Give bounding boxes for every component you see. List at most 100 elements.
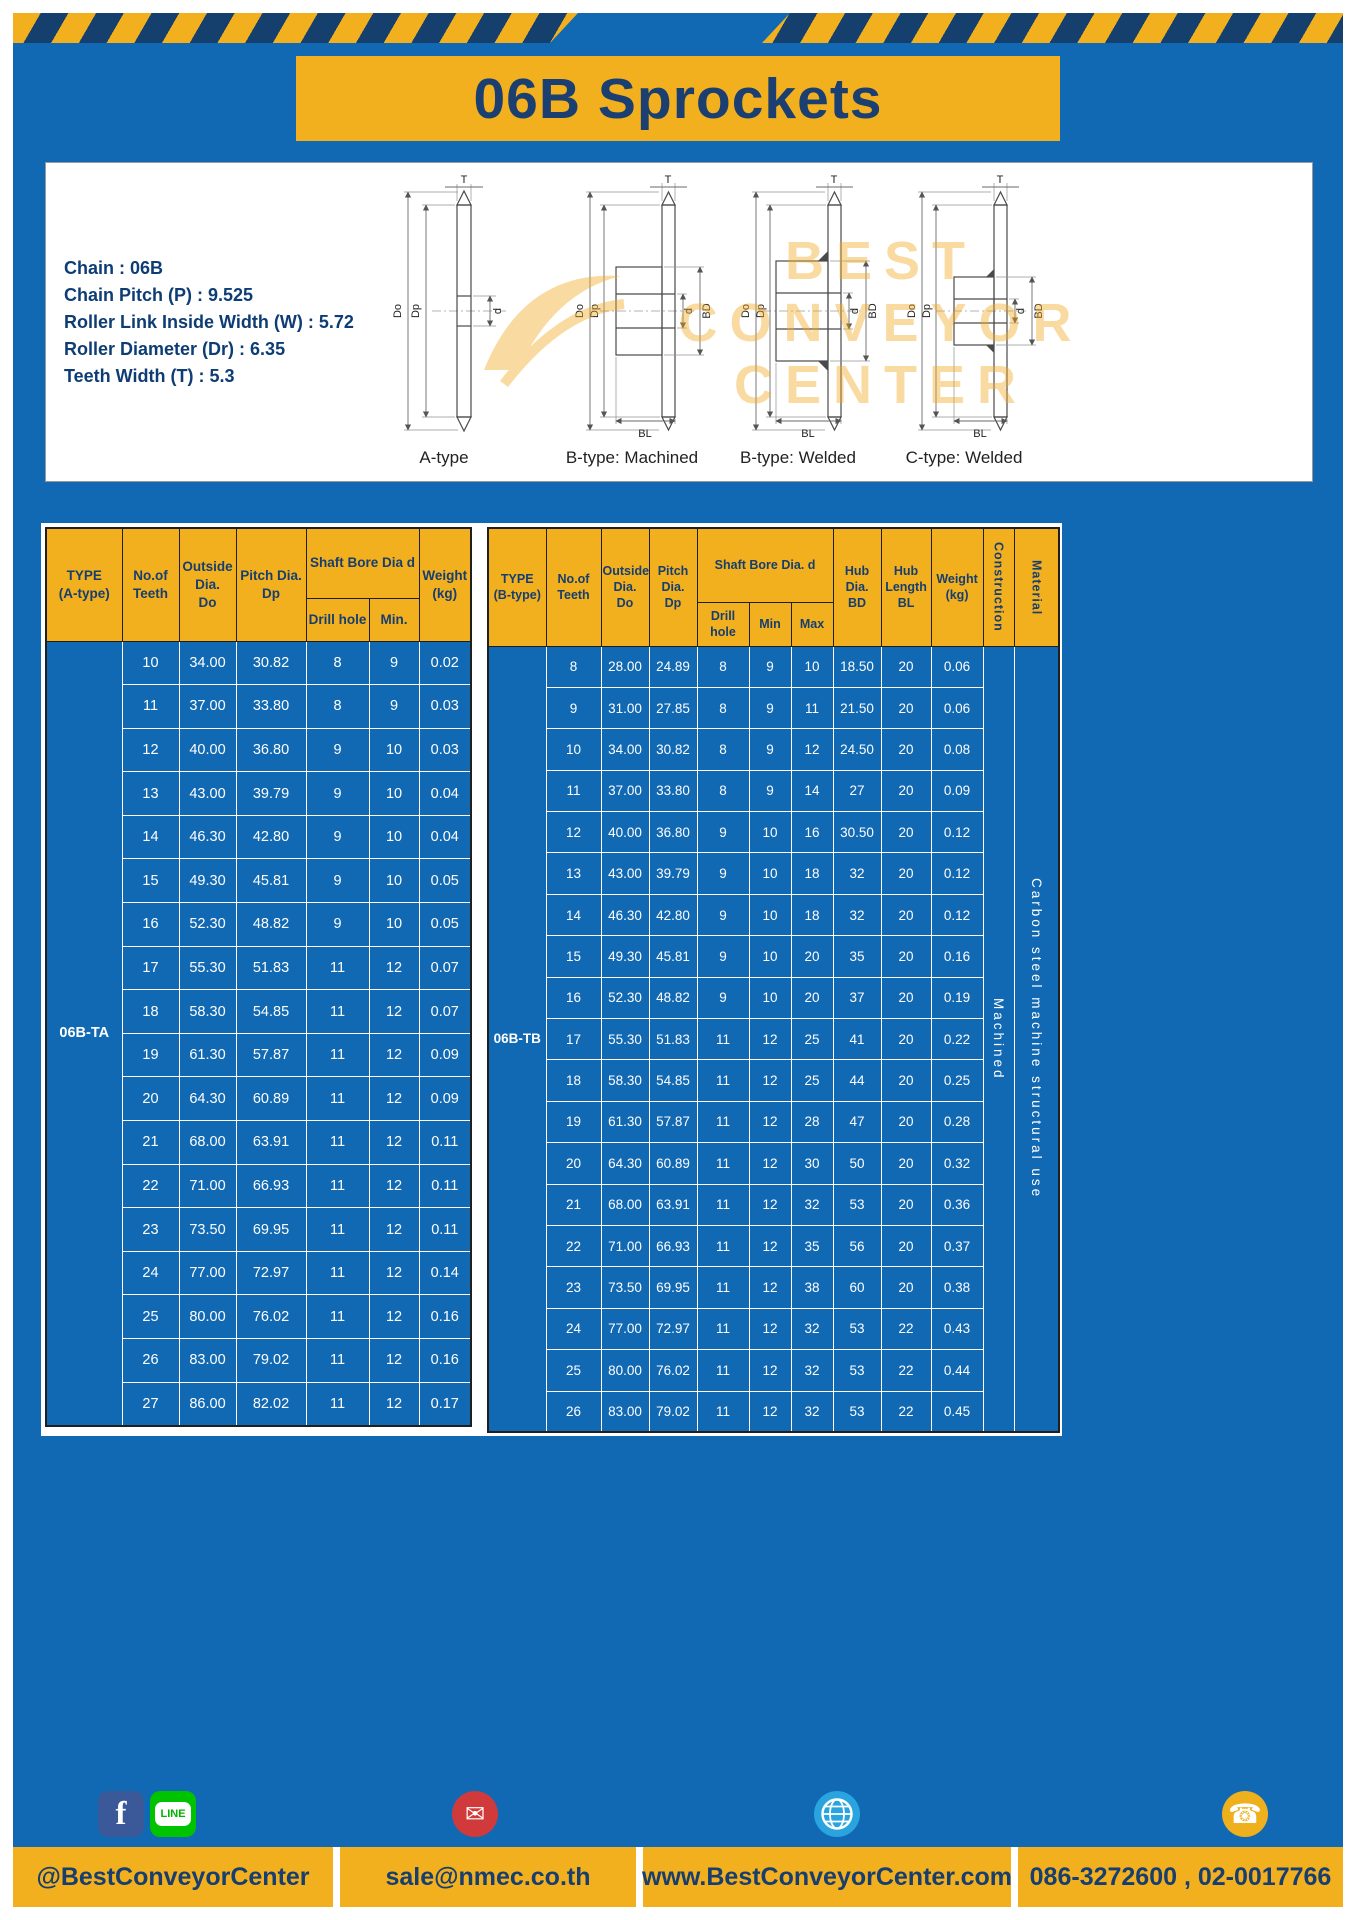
data-cell: 49.30 [178,858,237,904]
data-cell: 19 [121,1032,180,1078]
phone-glyph: ☎ [1228,1798,1262,1829]
data-cell: 9 [305,771,370,816]
data-cell: 31.00 [600,686,650,730]
sprocket-table-b: TYPE (B-type) No.of Teeth Outside Dia. D… [487,527,1061,1434]
data-cell: 20 [790,935,834,978]
data-cell: 12 [748,1018,792,1061]
data-cell: 9 [696,852,750,895]
spec-line: Chain : 06B [64,255,354,282]
data-cell: 12 [368,945,420,991]
line-bubble: LINE [155,1802,191,1826]
data-cell: 9 [545,686,602,730]
data-cell: 20 [880,1018,932,1061]
data-cell: 12 [368,1076,420,1122]
dim-label-t: T [461,175,468,186]
data-cell: 16 [790,811,834,854]
data-cell: 0.45 [930,1390,984,1433]
data-cell: 12 [748,1224,792,1268]
data-cell: 0.03 [418,727,472,773]
data-cell: 10 [545,728,602,771]
spec-label: Teeth Width (T) [64,366,194,386]
data-cell: 0.09 [418,1076,472,1122]
table-a-body: 06B-TA 10 34.00 30.82 8 9 0.02 11 37.00 33.80 8 9 0.… [45,640,472,1427]
data-cell: 34.00 [178,640,237,686]
data-cell: 12 [368,1338,420,1383]
data-cell: 10 [368,858,420,904]
data-cell: 12 [368,1032,420,1078]
data-cell: 0.11 [418,1207,472,1252]
data-cell: 55.30 [178,945,237,991]
data-cell: 0.44 [930,1349,984,1392]
figure-caption: B-type: Machined [565,448,699,467]
dim-label-bd: BD [867,303,879,318]
data-cell: 8 [696,645,750,688]
data-cell: 26 [545,1390,602,1433]
data-cell: 13 [121,771,180,816]
header-hub-length: Hub Length BL [880,527,932,647]
type-cell: 06B-TA [45,640,123,1427]
data-cell: 76.02 [235,1294,307,1339]
data-cell: 58.30 [600,1059,650,1102]
table-row: 26 83.00 79.02 11 12 0.16 [46,1338,472,1383]
data-cell: 12 [748,1100,792,1144]
data-cell: 12 [748,1266,792,1309]
data-cell: 73.50 [600,1266,650,1309]
table-row: 13 43.00 39.79 9 10 18 32 20 0.12 [488,852,1059,895]
sprocket-b-machined-drawing: T Do Dp d BD BL [574,175,713,440]
footer-phone-label: 086-3272600 , 02-0017766 [1029,1862,1332,1891]
header-max: Max [790,601,834,647]
dim-label-do: Do [906,304,918,318]
data-cell: 11 [696,1307,750,1351]
data-cell: 22 [880,1307,932,1351]
dim-label-dp: Dp [755,304,767,318]
sprocket-b-welded-drawing: T Do Dp d BD BL [740,175,879,440]
table-row: 11 37.00 33.80 8 9 0.03 [46,684,472,729]
data-cell: 0.25 [930,1059,984,1102]
footer-social-segment: @BestConveyorCenter [13,1847,333,1907]
data-cell: 0.08 [930,728,984,771]
data-cell: 14 [545,893,602,937]
data-cell: 11 [696,1349,750,1392]
data-cell: 22 [545,1224,602,1268]
data-cell: 11 [696,1183,750,1226]
data-cell: 18 [121,989,180,1034]
spec-diagram-panel: Chain : 06B Chain Pitch (P) : 9.525 Roller… [45,162,1313,482]
data-cell: 0.07 [418,989,472,1034]
data-cell: 20 [880,645,932,688]
data-cell: 12 [748,1059,792,1102]
data-cell: 22 [880,1349,932,1392]
data-cell: 20 [880,1183,932,1226]
data-cell: 0.22 [930,1018,984,1061]
table-row: 22 71.00 66.93 11 12 0.11 [46,1163,472,1209]
data-cell: 0.11 [418,1120,472,1165]
spec-label: Roller Diameter (Dr) [64,339,235,359]
data-cell: 0.12 [930,811,984,854]
sprocket-a-drawing: T Do Dp d [392,175,506,433]
footer-icons: f LINE ✉ ☎ [0,1791,1356,1841]
data-cell: 0.04 [418,771,472,816]
data-cell: 8 [696,728,750,771]
table-row: 11 37.00 33.80 8 9 14 27 20 0.09 [488,769,1059,813]
data-cell: 43.00 [600,852,650,895]
data-cell: 9 [748,728,792,771]
data-cell: 80.00 [178,1294,237,1339]
data-cell: 11 [305,1076,370,1122]
email-icon: ✉ [452,1791,498,1837]
data-cell: 72.97 [648,1307,698,1351]
dim-label-bl: BL [638,428,651,440]
data-cell: 0.12 [930,893,984,937]
data-cell: 12 [748,1183,792,1226]
material-cell: Carbon steel machine structural use [1013,645,1060,1433]
data-cell: 25 [545,1349,602,1392]
data-cell: 11 [696,1100,750,1144]
data-cell: 12 [790,728,834,771]
data-cell: 51.83 [235,945,307,991]
data-cell: 0.19 [930,976,984,1020]
data-cell: 0.03 [418,684,472,729]
table-row: 15 49.30 45.81 9 10 20 35 20 0.16 [488,935,1059,978]
data-cell: 72.97 [235,1250,307,1296]
table-row: 26 83.00 79.02 11 12 32 53 22 0.45 [488,1390,1059,1433]
table-row: 15 49.30 45.81 9 10 0.05 [46,858,472,904]
data-cell: 30.50 [832,811,882,854]
data-cell: 11 [305,1294,370,1339]
